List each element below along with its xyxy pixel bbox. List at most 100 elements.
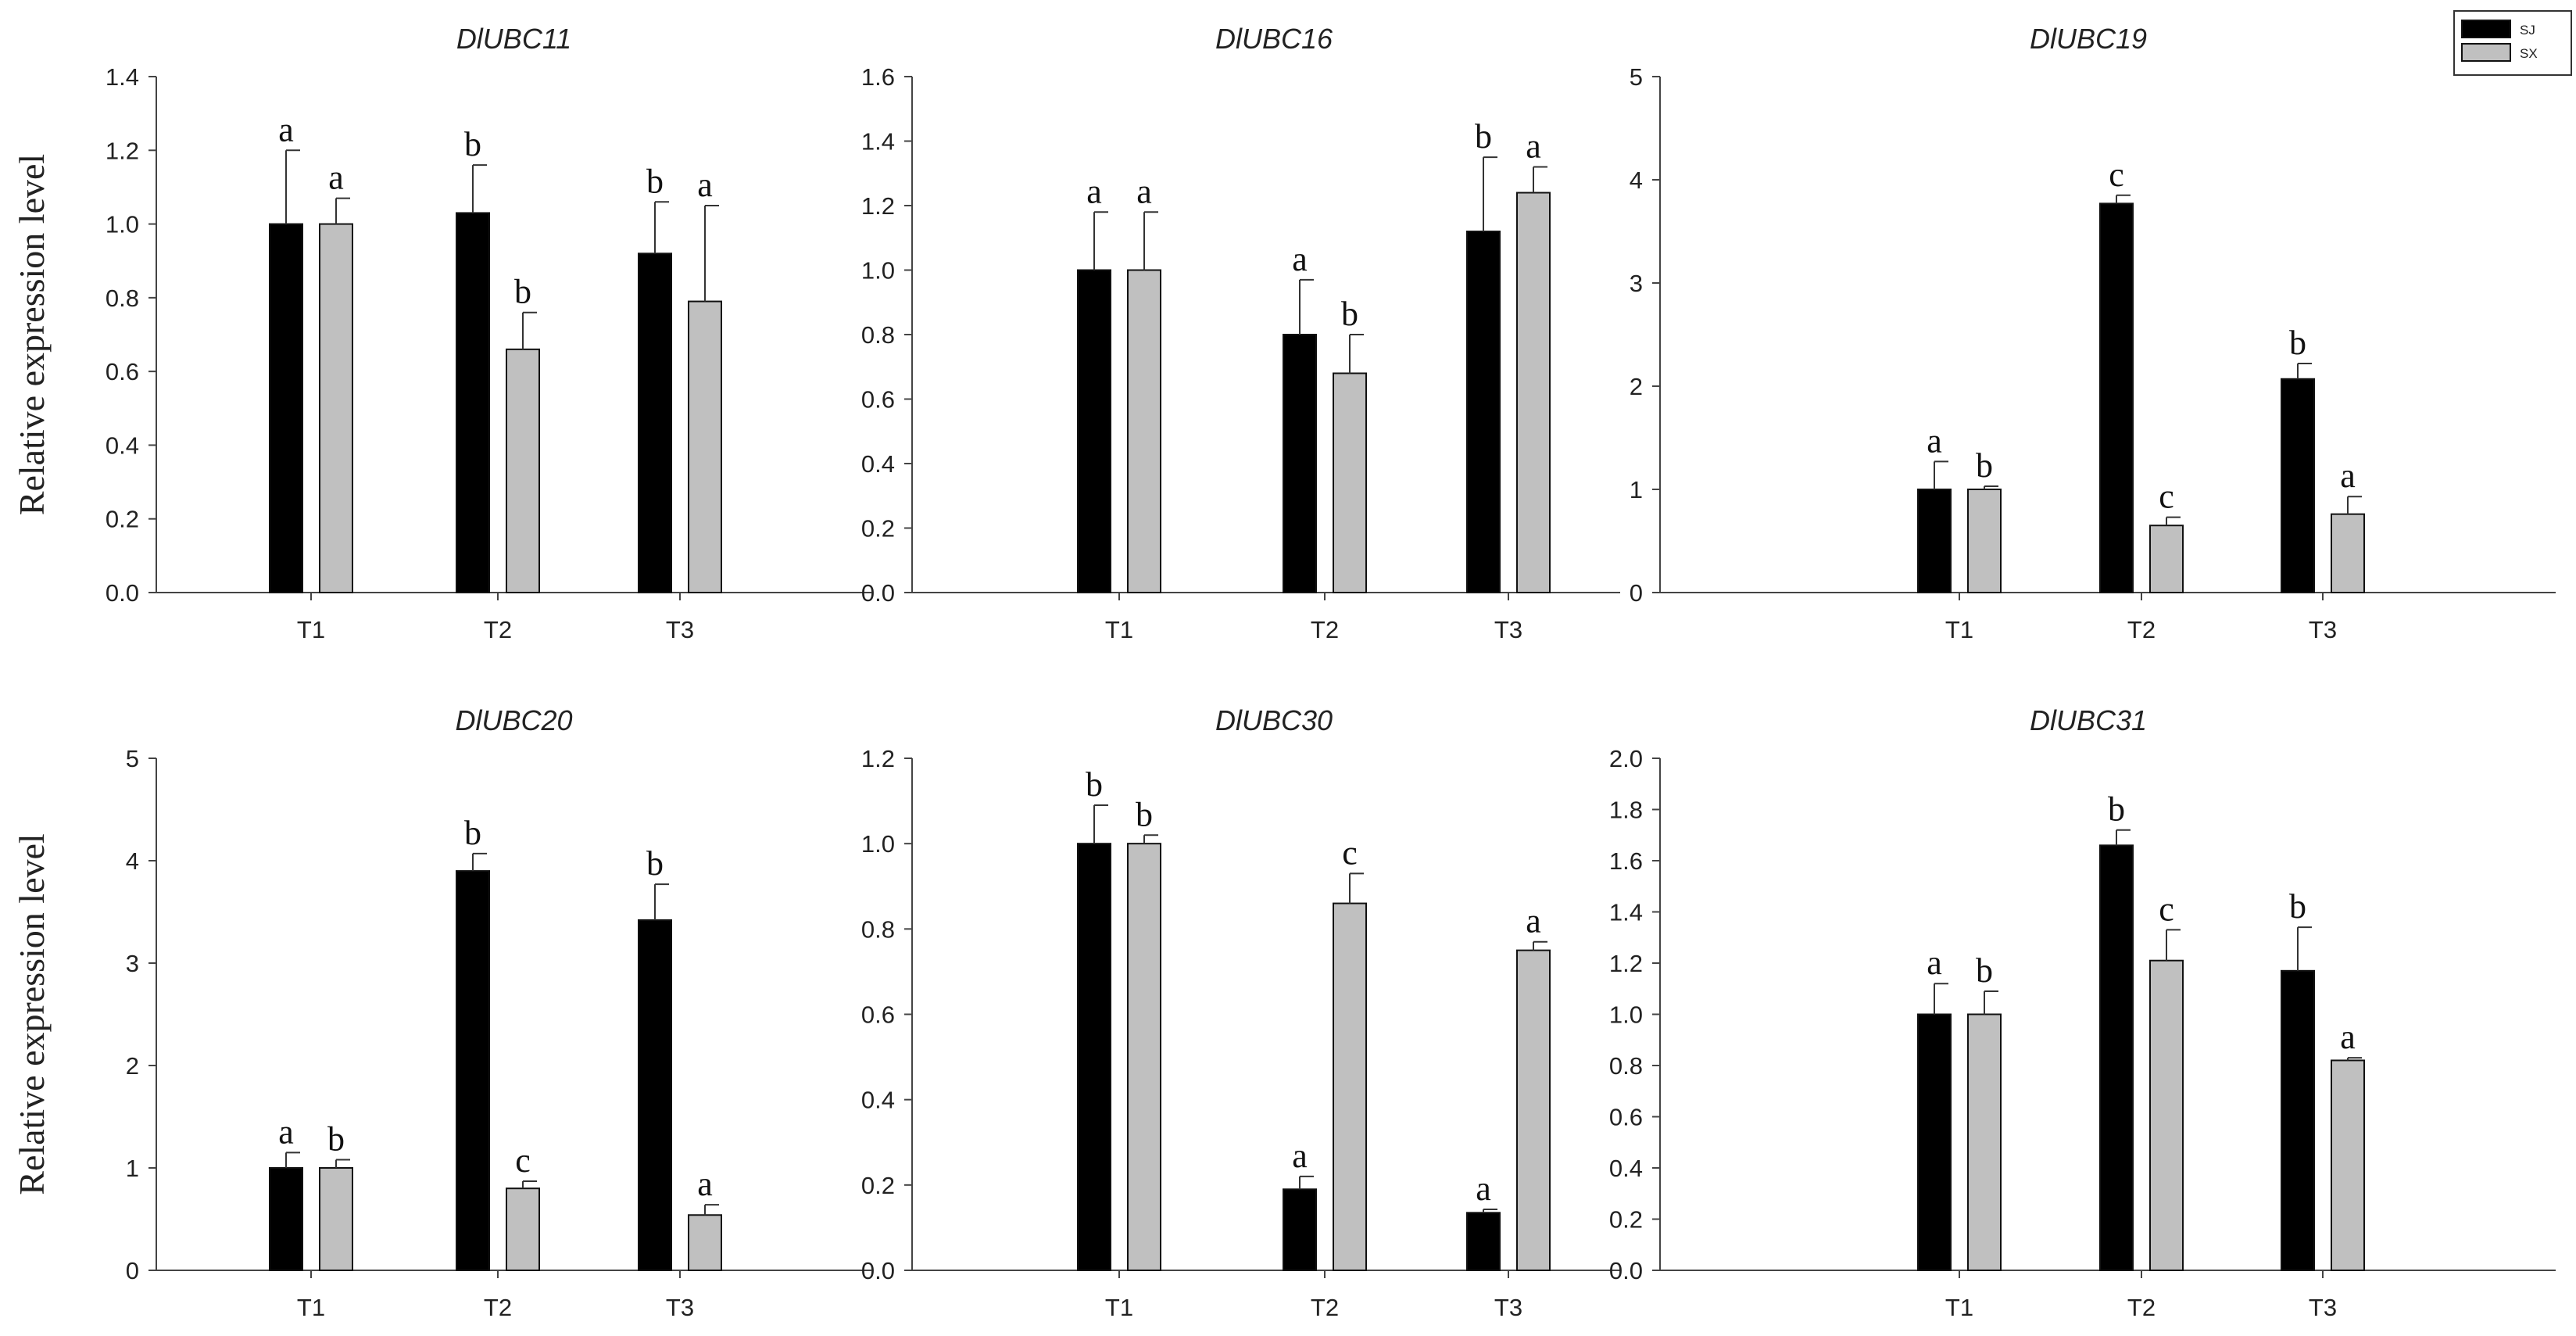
- significance-letter: a: [1086, 172, 1102, 210]
- y-tick-label: 1.4: [861, 128, 895, 156]
- x-tick-label: T2: [484, 1294, 512, 1321]
- bar-SX-T3: [688, 1214, 722, 1272]
- bar-SJ-T1: [1917, 1013, 1952, 1271]
- bar-SX-T3: [1516, 949, 1551, 1271]
- significance-letter: b: [1976, 951, 1993, 990]
- y-tick-label: 3: [1630, 270, 1643, 297]
- y-tick-label: 0.0: [106, 579, 139, 607]
- y-tick-label: 4: [126, 847, 139, 875]
- significance-letter: c: [2159, 890, 2174, 928]
- chart-panel-1: DlUBC11 Relative expression level 0.0 0.2 0.…: [12, 23, 871, 643]
- significance-letter: a: [1292, 1137, 1308, 1175]
- y-tick-label: 0.2: [106, 506, 139, 533]
- legend-label-SJ: SJ: [2520, 23, 2535, 38]
- bar-SX-T1: [1127, 843, 1161, 1271]
- y-tick-label: 0.2: [861, 1172, 895, 1199]
- y-tick-label: 5: [1630, 63, 1643, 91]
- bar-SX-T1: [1967, 1013, 2002, 1271]
- x-tick-label: T1: [1105, 616, 1133, 643]
- y-tick-label: 1.4: [106, 63, 139, 91]
- chart-title: DlUBC31: [2030, 704, 2147, 736]
- bar-SX-T1: [1967, 489, 2002, 593]
- y-axis-label: Relative expression level: [12, 833, 52, 1195]
- x-tick-label: T2: [1311, 1294, 1339, 1321]
- y-tick-label: 0.0: [1609, 1257, 1643, 1284]
- bar-SJ-T1: [1077, 269, 1111, 593]
- bar-SJ-T3: [2281, 378, 2315, 593]
- x-tick-label: T3: [666, 616, 694, 643]
- y-tick-label: 0.6: [861, 386, 895, 414]
- significance-letter: a: [1136, 172, 1152, 210]
- significance-letter: b: [2289, 324, 2306, 362]
- significance-letter: b: [464, 125, 481, 163]
- legend-swatch-SJ: [2461, 20, 2511, 38]
- significance-letter: b: [1475, 117, 1492, 156]
- significance-letter: b: [646, 162, 664, 200]
- significance-letter: a: [278, 110, 294, 149]
- y-tick-label: 0.4: [106, 432, 139, 459]
- x-tick-label: T1: [1945, 616, 1973, 643]
- x-tick-label: T1: [297, 616, 325, 643]
- significance-letter: a: [328, 159, 344, 197]
- chart-title: DlUBC20: [455, 704, 572, 736]
- x-tick-label: T2: [484, 616, 512, 643]
- significance-letter: c: [515, 1141, 531, 1180]
- significance-letter: a: [1927, 421, 1942, 460]
- y-tick-label: 2: [126, 1052, 139, 1080]
- significance-letter: a: [1927, 944, 1942, 982]
- significance-letter: a: [1526, 902, 1541, 940]
- y-tick-label: 0.6: [106, 358, 139, 385]
- bar-SX-T3: [2331, 513, 2365, 593]
- significance-letter: b: [464, 814, 481, 852]
- bar-SX-T2: [1333, 372, 1367, 593]
- significance-letter: b: [514, 273, 531, 311]
- significance-letter: b: [2108, 790, 2125, 829]
- bar-SX-T1: [319, 223, 353, 593]
- significance-letter: a: [1526, 127, 1541, 166]
- x-tick-label: T3: [1494, 1294, 1522, 1321]
- bar-SJ-T2: [456, 212, 490, 593]
- bar-SX-T1: [319, 1167, 353, 1271]
- y-tick-label: 0.0: [861, 1257, 895, 1284]
- bar-SJ-T1: [1077, 843, 1111, 1271]
- bar-SX-T2: [2149, 525, 2184, 594]
- bar-SX-T1: [1127, 269, 1161, 593]
- significance-letter: b: [1136, 795, 1153, 833]
- bar-SJ-T2: [1283, 1188, 1317, 1271]
- bar-SX-T3: [1516, 192, 1551, 593]
- bar-SX-T2: [2149, 959, 2184, 1271]
- legend-swatch-SX: [2461, 43, 2511, 62]
- x-tick-label: T3: [1494, 616, 1522, 643]
- legend-label-SX: SX: [2520, 46, 2538, 61]
- y-tick-label: 0.0: [861, 579, 895, 607]
- bar-SJ-T1: [269, 223, 303, 593]
- y-tick-label: 1.6: [1609, 847, 1643, 875]
- y-tick-label: 2: [1630, 373, 1643, 400]
- bar-SX-T3: [688, 300, 722, 593]
- y-tick-label: 2.0: [1609, 745, 1643, 772]
- y-tick-label: 0.4: [1609, 1155, 1643, 1182]
- y-tick-label: 0: [1630, 579, 1643, 607]
- significance-letter: c: [1342, 833, 1358, 872]
- x-tick-label: T1: [1105, 1294, 1133, 1321]
- y-tick-label: 0.4: [861, 450, 895, 478]
- bar-SX-T3: [2331, 1059, 2365, 1271]
- significance-letter: c: [2109, 156, 2124, 194]
- y-tick-label: 1.0: [106, 211, 139, 238]
- bar-SJ-T2: [1283, 334, 1317, 593]
- significance-letter: b: [327, 1120, 345, 1159]
- bar-SJ-T1: [1917, 489, 1952, 593]
- significance-letter: b: [646, 844, 664, 883]
- y-axis-label: Relative expression level: [12, 154, 52, 515]
- bar-SJ-T2: [2099, 202, 2134, 593]
- y-tick-label: 0.6: [1609, 1104, 1643, 1131]
- y-tick-label: 1.6: [861, 63, 895, 91]
- y-tick-label: 0.8: [106, 285, 139, 312]
- bar-SX-T2: [1333, 902, 1367, 1272]
- significance-letter: a: [1292, 240, 1308, 278]
- y-tick-label: 1: [126, 1155, 139, 1182]
- chart-title: DlUBC19: [2030, 23, 2147, 55]
- bar-SX-T2: [506, 1187, 540, 1271]
